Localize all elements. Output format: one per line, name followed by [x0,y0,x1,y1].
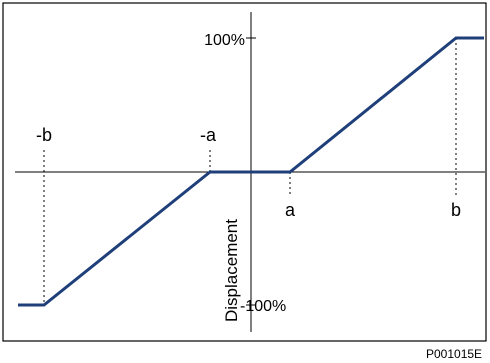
label-neg-a: -a [200,125,217,145]
response-curve [18,36,484,307]
label-neg-b: -b [36,125,52,145]
diagram-frame [2,2,487,342]
label-a: a [285,200,296,220]
y-tick-bottom-label: -100% [240,298,286,315]
label-b: b [451,200,461,220]
y-axis-title: Displacement [222,219,241,322]
y-tick-top-label: 100% [204,32,245,49]
figure-id: P001015E [426,347,482,361]
